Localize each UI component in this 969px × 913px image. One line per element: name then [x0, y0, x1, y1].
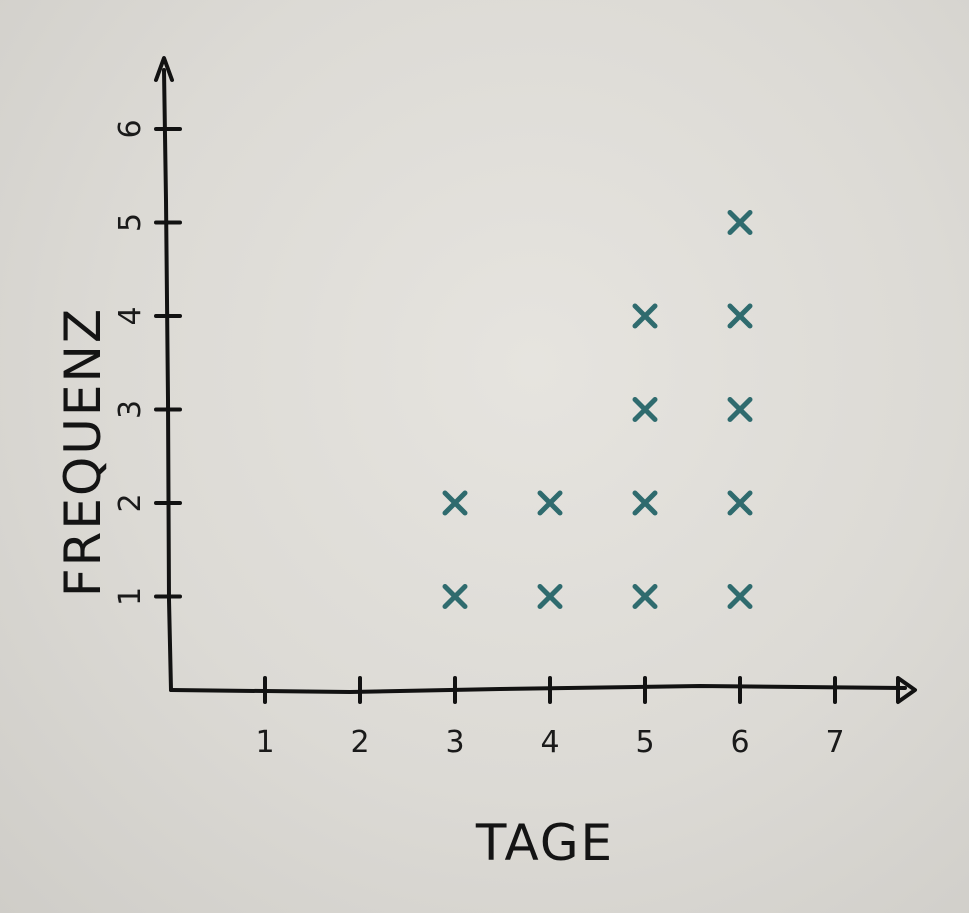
y-tick-label: 5 — [113, 213, 148, 232]
y-tick-label: 3 — [113, 400, 148, 419]
data-point-x-mark — [442, 490, 468, 516]
y-axis-arrowhead — [154, 56, 174, 82]
data-marks — [442, 210, 753, 609]
x-ticks: 1 2 3 4 5 6 7 — [255, 676, 845, 760]
data-point-x-mark — [632, 397, 658, 422]
data-point-x-mark — [537, 584, 563, 609]
y-axis-title: FREQUENZ — [54, 307, 112, 597]
data-point-x-mark — [632, 490, 658, 516]
x-tick-label: 2 — [350, 725, 369, 760]
data-point-x-mark — [632, 303, 658, 329]
data-point-x-mark — [632, 584, 658, 609]
y-tick-label: 1 — [113, 587, 148, 606]
y-tick-label: 2 — [113, 493, 148, 512]
x-axis-title: TAGE — [475, 814, 614, 872]
data-point-x-mark — [727, 490, 753, 516]
data-point-x-mark — [727, 397, 753, 422]
x-tick-label: 1 — [255, 725, 274, 760]
y-tick-label: 6 — [113, 119, 148, 138]
x-tick-label: 7 — [825, 725, 844, 760]
data-point-x-mark — [727, 303, 753, 329]
data-point-x-mark — [442, 584, 468, 609]
x-tick-label: 6 — [730, 725, 749, 760]
y-tick-label: 4 — [113, 306, 148, 325]
data-point-x-mark — [537, 490, 563, 516]
x-tick-label: 5 — [635, 725, 654, 760]
data-point-x-mark — [727, 210, 753, 235]
x-tick-label: 3 — [445, 725, 464, 760]
y-axis — [162, 68, 173, 692]
x-axis-arrowhead — [896, 676, 917, 704]
x-tick-label: 4 — [540, 725, 559, 760]
y-ticks: 1 2 3 4 5 6 — [113, 119, 182, 606]
x-axis — [169, 684, 907, 694]
data-point-x-mark — [727, 584, 753, 609]
